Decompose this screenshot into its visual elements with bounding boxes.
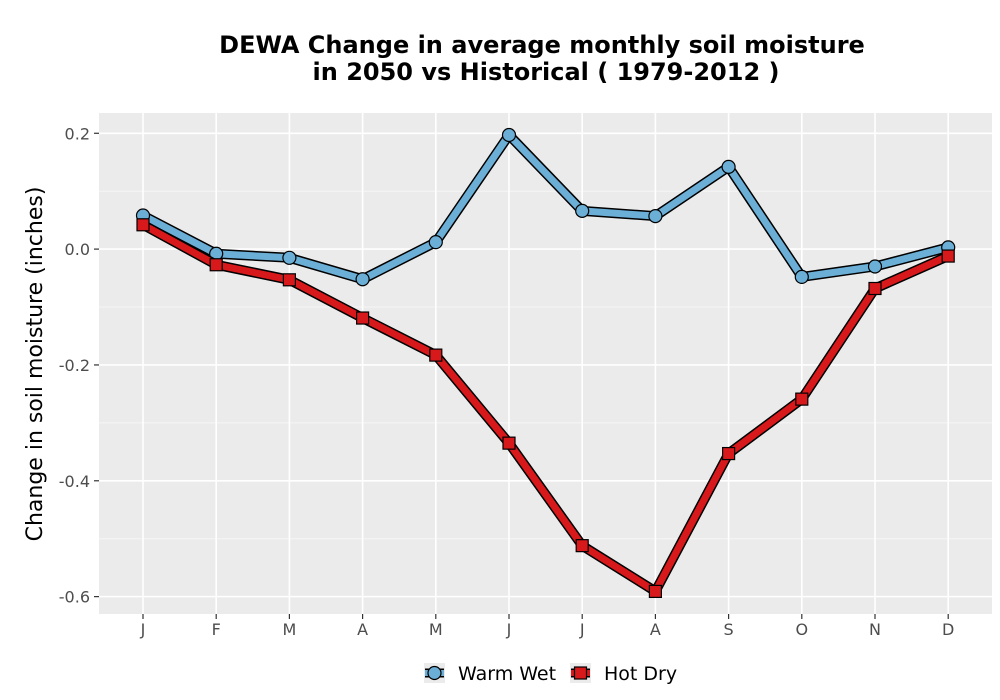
y-axis: 0.2 0.0 -0.2 -0.4 -0.6 [59,124,99,607]
x-tick-label: M [282,620,296,639]
x-tick-label: F [212,620,221,639]
data-point-hot-dry [575,539,589,553]
y-tick-label: 0.2 [65,124,90,143]
data-point-hot-dry [282,273,296,287]
legend-item: Warm Wet [424,663,556,685]
legend: Warm Wet Hot Dry [424,663,677,685]
data-point-hot-dry [356,311,370,325]
data-point-warm-wet [794,269,809,285]
x-tick-label: N [869,620,881,639]
y-tick-label: -0.6 [59,588,90,607]
x-tick-label: D [942,620,954,639]
legend-label: Hot Dry [604,663,677,685]
legend-marker [427,665,442,681]
legend-item: Hot Dry [570,663,677,685]
legend-marker [573,666,588,680]
x-tick-label: A [650,620,661,639]
data-point-warm-wet [648,208,663,224]
data-point-warm-wet [428,235,443,250]
y-axis-label: Change in soil moisture (inches) [23,187,48,542]
y-tick-label: -0.4 [59,472,90,491]
chart-title-line2: in 2050 vs Historical ( 1979-2012 ) [313,58,780,86]
data-point-hot-dry [502,436,516,450]
chart-title-line1: DEWA Change in average monthly soil mois… [219,31,865,59]
data-point-warm-wet [355,272,370,287]
grid-minor [99,190,992,540]
data-point-warm-wet [721,159,736,174]
data-point-hot-dry [648,584,663,599]
x-tick-label: O [796,620,809,639]
data-point-hot-dry [868,281,882,296]
series-line [139,221,952,595]
data-point-warm-wet [501,127,517,143]
data-point-hot-dry [209,258,223,272]
data-point-warm-wet [575,203,590,218]
data-point-hot-dry [136,218,150,232]
series-line [139,131,952,283]
legend-label: Warm Wet [458,663,556,685]
data-point-warm-wet [282,250,297,265]
x-tick-label: J [506,620,512,639]
data-point-hot-dry [429,348,443,362]
x-tick-label: A [357,620,368,639]
data-point-hot-dry [795,392,809,406]
x-tick-label: S [724,620,734,639]
x-tick-label: J [140,620,146,639]
series-layer [135,127,956,599]
y-tick-label: -0.2 [59,356,90,375]
y-tick-label: 0.0 [65,240,90,259]
data-point-hot-dry [941,249,955,263]
plot-panel [99,113,992,614]
x-tick-label: J [579,620,585,639]
x-tick-label: M [429,620,443,639]
data-point-warm-wet [867,259,883,274]
grid-major [99,113,992,614]
data-point-hot-dry [721,446,736,461]
